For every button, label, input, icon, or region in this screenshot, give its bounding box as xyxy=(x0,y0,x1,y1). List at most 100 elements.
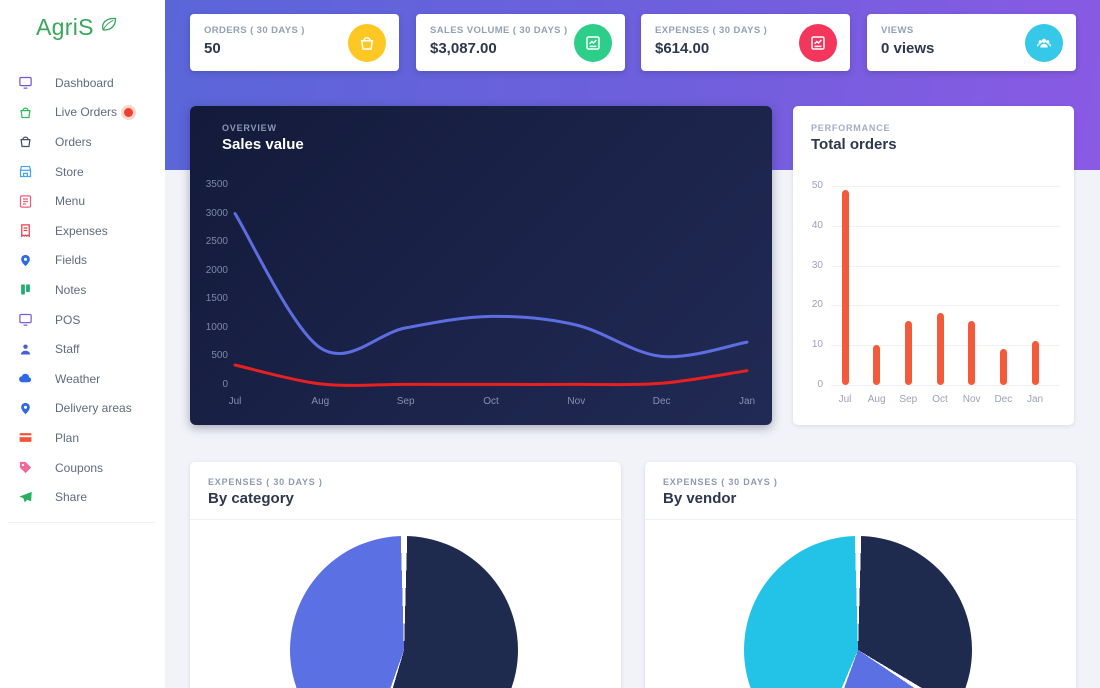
brand-logo[interactable]: AgriS xyxy=(0,0,165,41)
card-title: By category xyxy=(208,490,294,507)
sidebar-item-label: Plan xyxy=(55,430,80,445)
sidebar-item-label: Share xyxy=(55,490,88,505)
basket-icon xyxy=(18,105,33,120)
sidebar-item-store[interactable]: Store xyxy=(0,157,165,187)
x-axis-label: Sep xyxy=(899,394,918,405)
sidebar-item-label: Expenses xyxy=(55,223,108,238)
menu-list-icon xyxy=(18,194,33,209)
leaf-icon xyxy=(98,16,118,41)
sidebar-item-menu[interactable]: Menu xyxy=(0,186,165,216)
sidebar-item-label: Store xyxy=(55,164,84,179)
x-axis-label: Oct xyxy=(932,394,948,405)
card-kicker: PERFORMANCE xyxy=(811,123,891,133)
stat-value: $3,087.00 xyxy=(430,40,497,57)
basket-icon xyxy=(348,24,386,62)
gridline xyxy=(831,186,1060,187)
card-kicker: EXPENSES ( 30 DAYS ) xyxy=(208,477,323,487)
x-axis-label: Dec xyxy=(652,396,671,407)
chart-line-icon xyxy=(574,24,612,62)
total-orders-bar-chart: 0 10 20 30 40 50 Jul Aug Sep Oct Nov Dec Jan xyxy=(793,106,1074,425)
sidebar-item-label: Notes xyxy=(55,282,87,297)
sidebar-item-plan[interactable]: Plan xyxy=(0,423,165,453)
sidebar-item-delivery-areas[interactable]: Delivery areas xyxy=(0,394,165,424)
sidebar-item-weather[interactable]: Weather xyxy=(0,364,165,394)
card-kicker: EXPENSES ( 30 DAYS ) xyxy=(663,477,778,487)
sidebar-item-label: Menu xyxy=(55,194,86,209)
stat-card-orders: ORDERS ( 30 DAYS ) 50 xyxy=(190,14,399,71)
sidebar-item-label: Delivery areas xyxy=(55,401,132,416)
brand-name: AgriS xyxy=(36,14,94,40)
bar-jul xyxy=(841,189,849,385)
y-axis-tick: 500 xyxy=(211,350,228,362)
main-content: ORDERS ( 30 DAYS ) 50 SALES VOLUME ( 30 … xyxy=(165,0,1100,688)
sidebar-item-label: Orders xyxy=(55,134,92,149)
sidebar-item-coupons[interactable]: Coupons xyxy=(0,453,165,483)
bar-sep xyxy=(904,321,912,385)
x-axis-label: Aug xyxy=(311,396,330,407)
sidebar-nav: Dashboard Live Orders Orders Store xyxy=(0,68,165,523)
y-axis-tick: 3000 xyxy=(205,207,228,219)
sidebar-item-label: Live Orders xyxy=(55,105,118,120)
y-axis-tick: 30 xyxy=(811,259,823,271)
expenses-by-vendor-card: EXPENSES ( 30 DAYS ) By vendor xyxy=(645,462,1076,688)
x-axis-label: Nov xyxy=(962,394,981,405)
x-axis-label: Nov xyxy=(567,396,586,407)
bar-jan xyxy=(1031,341,1039,385)
sidebar-item-share[interactable]: Share xyxy=(0,482,165,512)
notes-icon xyxy=(18,282,33,297)
x-axis-label: Aug xyxy=(867,394,886,405)
card-title: Total orders xyxy=(811,136,897,153)
stat-label: VIEWS xyxy=(881,25,914,36)
category-pie-chart xyxy=(290,536,518,688)
monitor-icon xyxy=(18,75,33,90)
expenses-by-category-card: EXPENSES ( 30 DAYS ) By category xyxy=(190,462,621,688)
y-axis-tick: 1500 xyxy=(205,293,228,305)
bar-dec xyxy=(999,349,1007,385)
receipt-icon xyxy=(18,223,33,238)
card-title: Sales value xyxy=(222,136,304,153)
credit-card-icon xyxy=(18,430,33,445)
gridline xyxy=(831,305,1060,307)
x-axis-label: Sep xyxy=(396,396,415,407)
storefront-icon xyxy=(18,164,33,179)
card-divider xyxy=(645,519,1076,520)
sidebar-item-label: Dashboard xyxy=(55,75,114,90)
x-axis-label: Jul xyxy=(838,394,852,405)
sidebar-item-orders[interactable]: Orders xyxy=(0,127,165,157)
gridline xyxy=(831,265,1060,267)
sidebar-item-notes[interactable]: Notes xyxy=(0,275,165,305)
card-title: By vendor xyxy=(663,490,737,507)
tag-icon xyxy=(18,460,33,475)
sidebar-item-live-orders[interactable]: Live Orders xyxy=(0,98,165,128)
stat-label: ORDERS ( 30 DAYS ) xyxy=(204,25,305,36)
stat-label: EXPENSES ( 30 DAYS ) xyxy=(655,25,768,36)
vendor-pie-chart xyxy=(744,536,972,688)
line-series-sales-red xyxy=(233,363,749,387)
sidebar: AgriS Dashboard Live Orders xyxy=(0,0,165,688)
sidebar-item-staff[interactable]: Staff xyxy=(0,334,165,364)
sidebar-item-fields[interactable]: Fields xyxy=(0,246,165,276)
sidebar-item-expenses[interactable]: Expenses xyxy=(0,216,165,246)
gridline xyxy=(831,225,1060,227)
y-axis-tick: 40 xyxy=(811,219,823,231)
y-axis-tick: 2000 xyxy=(205,264,228,276)
total-orders-card: PERFORMANCE Total orders 0 10 20 30 40 50 Jul A… xyxy=(793,106,1074,425)
sidebar-item-label: Staff xyxy=(55,342,80,357)
sidebar-item-dashboard[interactable]: Dashboard xyxy=(0,68,165,98)
gridline xyxy=(831,385,1060,386)
sales-value-card: OVERVIEW Sales value 0 500 1000 1500 2000 250… xyxy=(190,106,772,425)
card-divider xyxy=(190,519,621,520)
line-series-sales-blue xyxy=(233,212,749,359)
sidebar-item-label: Coupons xyxy=(55,460,104,475)
map-pin-icon xyxy=(18,253,33,268)
sidebar-divider xyxy=(8,521,155,523)
sales-line-chart: 0 500 1000 1500 2000 2500 3000 3500 Jul Aug Sep Oct… xyxy=(190,106,772,425)
y-axis-tick: 2500 xyxy=(205,236,228,248)
stat-value: 50 xyxy=(204,40,221,57)
basket-icon xyxy=(18,134,33,149)
y-axis-tick: 10 xyxy=(811,339,823,351)
stat-card-sales-volume: SALES VOLUME ( 30 DAYS ) $3,087.00 xyxy=(416,14,625,71)
sidebar-item-pos[interactable]: POS xyxy=(0,305,165,335)
stat-label: SALES VOLUME ( 30 DAYS ) xyxy=(430,25,568,36)
